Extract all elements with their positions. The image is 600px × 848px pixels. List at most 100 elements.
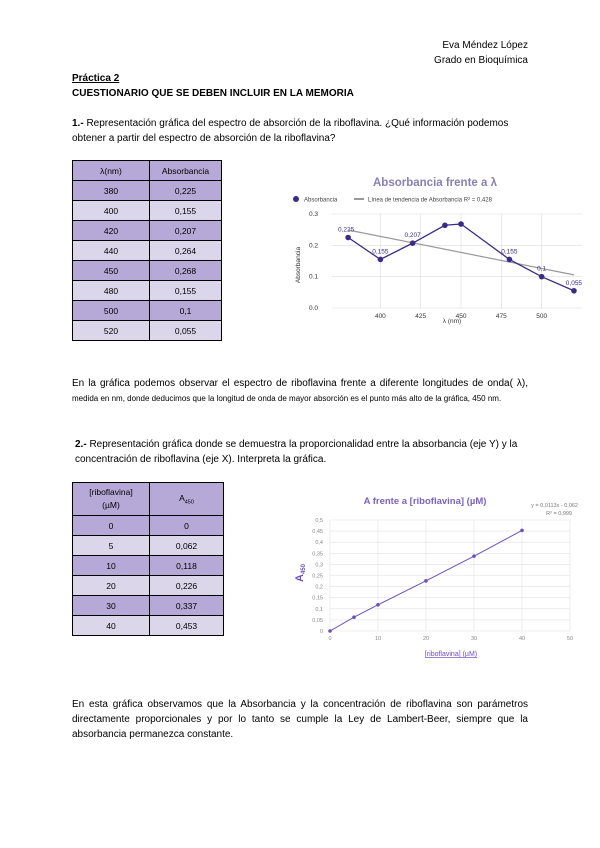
chart2-point <box>472 554 476 558</box>
question-2-number: 2.- <box>75 439 87 450</box>
question-2-text: Representación gráfica donde se demuestr… <box>75 439 518 465</box>
chart1-legend-marker <box>293 196 299 202</box>
chart1-y-tick: 0.2 <box>309 242 318 249</box>
question-2: 2.- Representación gráfica donde se demu… <box>75 437 535 467</box>
spectrum-table-cell: 0,207 <box>149 220 222 241</box>
concentration-table-cell: 0 <box>72 515 150 536</box>
spectrum-table-cell: 500 <box>72 300 150 321</box>
spectrum-header-wavelength: λ(nm) <box>72 160 150 181</box>
chart1-x-tick: 450 <box>456 313 467 320</box>
concentration-table-cell: 10 <box>72 555 150 576</box>
concentration-table-row: 30 0,337 <box>72 595 224 616</box>
chart2-y-tick: 0,1 <box>315 607 323 613</box>
chart2-point <box>520 528 524 533</box>
absorbance-concentration-chart: A frente a [riboflavina] (µM) y = 0,0113… <box>294 496 578 658</box>
chart1-data-label: 0,155 <box>372 248 389 255</box>
spectrum-table-cell: 440 <box>72 240 150 261</box>
chart1-x-tick: 500 <box>536 313 547 320</box>
chart1-point <box>409 240 416 246</box>
chart2-equation: y = 0,0113x - 0,062 <box>531 503 578 509</box>
spectrum-table-cell: 400 <box>72 200 150 221</box>
spectrum-table-row: 400 0,155 <box>72 200 222 221</box>
spectrum-table-row: 520 0,055 <box>72 320 222 341</box>
spectrum-table-cell: 0,055 <box>149 320 222 341</box>
author-degree: Grado en Bioquímica <box>434 55 528 66</box>
chart1-data-label: 0,207 <box>405 232 422 239</box>
question-1: 1.- Representación gráfica del espectro … <box>72 116 532 146</box>
spectrum-table-cell: 450 <box>72 260 150 281</box>
chart2-y-tick: 0,35 <box>312 551 323 557</box>
concentration-table-cell: 5 <box>72 535 150 556</box>
spectrum-table-cell: 0,155 <box>149 280 222 301</box>
concentration-table-cell: 0,337 <box>149 595 224 616</box>
concentration-table-row: 10 0,118 <box>72 555 224 576</box>
chart2-fit-line <box>329 529 523 632</box>
chart2-point <box>352 615 356 620</box>
concentration-table: [riboflavina] (µM) A450 0 0 5 0,062 10 0,118 2… <box>72 482 224 636</box>
chart1-xlabel: λ (nm) <box>443 318 461 325</box>
spectrum-table-cell: 420 <box>72 220 150 241</box>
chart1-point <box>506 256 513 263</box>
concentration-table-row: 20 0,226 <box>72 575 224 596</box>
chart1-trend-line <box>348 229 575 276</box>
spectrum-table-row: 420 0,207 <box>72 220 222 241</box>
answer-1: En la gráfica podemos observar el espect… <box>72 376 528 406</box>
chart2-x-tick: 0 <box>328 636 331 642</box>
spectrum-table-cell: 380 <box>72 180 150 201</box>
spectrum-table-cell: 520 <box>72 320 150 341</box>
chart1-legend-series: Absorbancia <box>304 198 338 204</box>
concentration-header-absorbance: A450 <box>149 482 224 516</box>
chart2-ylabel: A450 <box>294 563 307 582</box>
spectrum-table-cell: 0,264 <box>149 240 222 261</box>
spectrum-table-cell: 0,155 <box>149 200 222 221</box>
concentration-table-cell: 0 <box>149 515 224 536</box>
concentration-table-cell: 0,453 <box>149 615 224 636</box>
practice-title: Práctica 2 <box>72 73 120 84</box>
chart2-point <box>424 579 428 583</box>
chart1-point <box>458 221 464 227</box>
chart2-y-tick: 0,3 <box>315 562 323 568</box>
chart2-y-tick: 0,2 <box>315 585 323 591</box>
chart1-title: Absorbancia frente a λ <box>373 177 498 189</box>
chart2-r2: R² = 0,999 <box>546 511 572 517</box>
concentration-header-riboflavin: [riboflavina] (µM) <box>72 482 150 516</box>
concentration-table-cell: 0,062 <box>149 535 224 556</box>
spectrum-header-absorbance: Absorbancia <box>149 160 222 181</box>
concentration-table-row: 40 0,453 <box>72 615 224 636</box>
spectrum-table-cell: 0,225 <box>149 180 222 201</box>
chart1-y-tick: 0.3 <box>309 211 318 218</box>
author-block: Eva Méndez López Grado en Bioquímica <box>434 38 528 68</box>
chart1-point <box>571 287 577 294</box>
concentration-table-cell: 20 <box>72 575 150 596</box>
spectrum-table-cell: 0,268 <box>149 260 222 281</box>
concentration-table-cell: 40 <box>72 615 150 636</box>
absorbance-spectrum-chart: Absorbancia frente a λ Absorbancia Línea… <box>293 177 583 325</box>
chart1-x-tick: 475 <box>496 313 507 320</box>
chart2-point <box>376 603 380 607</box>
chart2-xlabel: [riboflavina] (µM) <box>425 651 477 658</box>
question-1-number: 1.- <box>72 118 84 129</box>
chart1-x-tick: 425 <box>415 313 426 320</box>
chart2-x-tick: 30 <box>471 636 477 642</box>
chart2-y-tick: 0 <box>320 629 323 635</box>
chart1-y-tick: 0.0 <box>309 305 318 312</box>
chart1-point <box>345 234 351 241</box>
answer-2: En esta gráfica observamos que la Absorb… <box>72 699 528 740</box>
concentration-table-cell: 0,118 <box>149 555 224 576</box>
answer-1-main: En la gráfica podemos observar el espect… <box>72 378 528 389</box>
chart1-point <box>538 273 545 280</box>
chart1-y-tick: 0.1 <box>309 274 318 281</box>
chart1-data-label: 0,155 <box>501 248 518 255</box>
chart1-x-tick: 400 <box>375 313 386 320</box>
chart1-data-label: 0,055 <box>566 280 583 287</box>
spectrum-table-cell: 480 <box>72 280 150 301</box>
question-1-text: Representación gráfica del espectro de a… <box>72 118 509 144</box>
concentration-table-cell: 30 <box>72 595 150 616</box>
spectrum-table-row: 440 0,264 <box>72 240 222 261</box>
spectrum-table-row: 450 0,268 <box>72 260 222 281</box>
chart2-y-tick: 0,05 <box>312 618 323 624</box>
chart1-data-label: 0,225 <box>338 227 355 234</box>
concentration-table-cell: 0,226 <box>149 575 224 596</box>
chart2-x-tick: 10 <box>375 636 381 642</box>
